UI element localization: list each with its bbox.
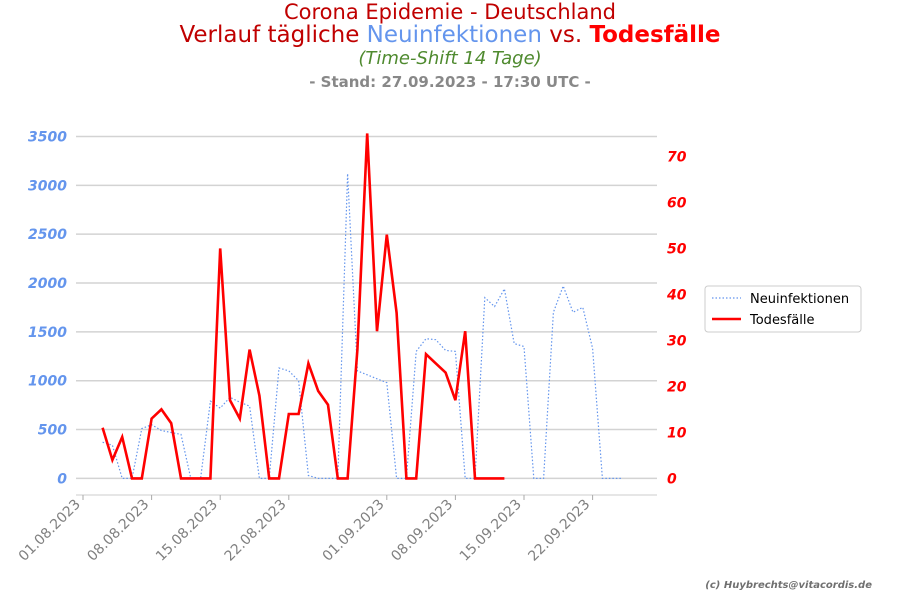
y-left-tick-label: 3500	[28, 129, 67, 145]
y-right-tick-label: 20	[667, 379, 687, 395]
chart-subtitle: (Time-Shift 14 Tage)	[358, 48, 542, 69]
legend-label: Todesfälle	[749, 313, 814, 328]
x-tick-label: 08.08.2023	[84, 497, 152, 565]
y-left-tick-label: 2500	[28, 227, 67, 243]
title-part-verlauf: Verlauf tägliche	[179, 22, 367, 48]
title-part-vs: vs.	[541, 22, 590, 48]
y-left-tick-label: 2000	[28, 276, 67, 292]
y-right-tick-label: 0	[667, 471, 677, 487]
x-tick-label: 22.09.2023	[525, 497, 593, 565]
x-tick-label: 15.08.2023	[153, 497, 221, 565]
chart-title: Corona Epidemie - Deutschland	[284, 0, 616, 24]
x-tick-label: 08.09.2023	[388, 497, 456, 565]
y-right-tick-label: 40	[666, 287, 687, 303]
legend-box	[704, 285, 862, 333]
y-right-tick-label: 60	[667, 195, 687, 211]
legend-label: Neuinfektionen	[750, 292, 849, 307]
title-part-neuinfektionen: Neuinfektionen	[366, 22, 542, 48]
y-right-tick-label: 50	[667, 241, 687, 257]
chart-stand: - Stand: 27.09.2023 - 17:30 UTC -	[309, 73, 591, 91]
chart-title-line2: Verlauf tägliche Neuinfektionen vs. Tode…	[0, 22, 900, 48]
x-tick-label: 01.09.2023	[320, 497, 388, 565]
series-line-todesfaelle	[101, 133, 505, 480]
x-tick-label: 01.08.2023	[16, 497, 84, 565]
y-right-tick-label: 30	[667, 333, 687, 349]
y-right-tick-label: 10	[667, 425, 687, 441]
y-left-tick-label: 500	[38, 423, 67, 439]
y-left-tick-label: 1500	[28, 325, 67, 341]
y-left-tick-label: 3000	[28, 178, 67, 194]
x-tick-label: 22.08.2023	[222, 497, 290, 565]
copyright-text: (c) Huybrechts@vitacordis.de	[705, 580, 872, 591]
y-left-tick-label: 0	[57, 471, 67, 487]
title-part-todesfaelle: Todesfälle	[589, 22, 721, 48]
y-left-tick-label: 1000	[28, 374, 67, 390]
y-right-tick-label: 70	[667, 149, 687, 165]
x-tick-label: 15.09.2023	[457, 497, 525, 565]
